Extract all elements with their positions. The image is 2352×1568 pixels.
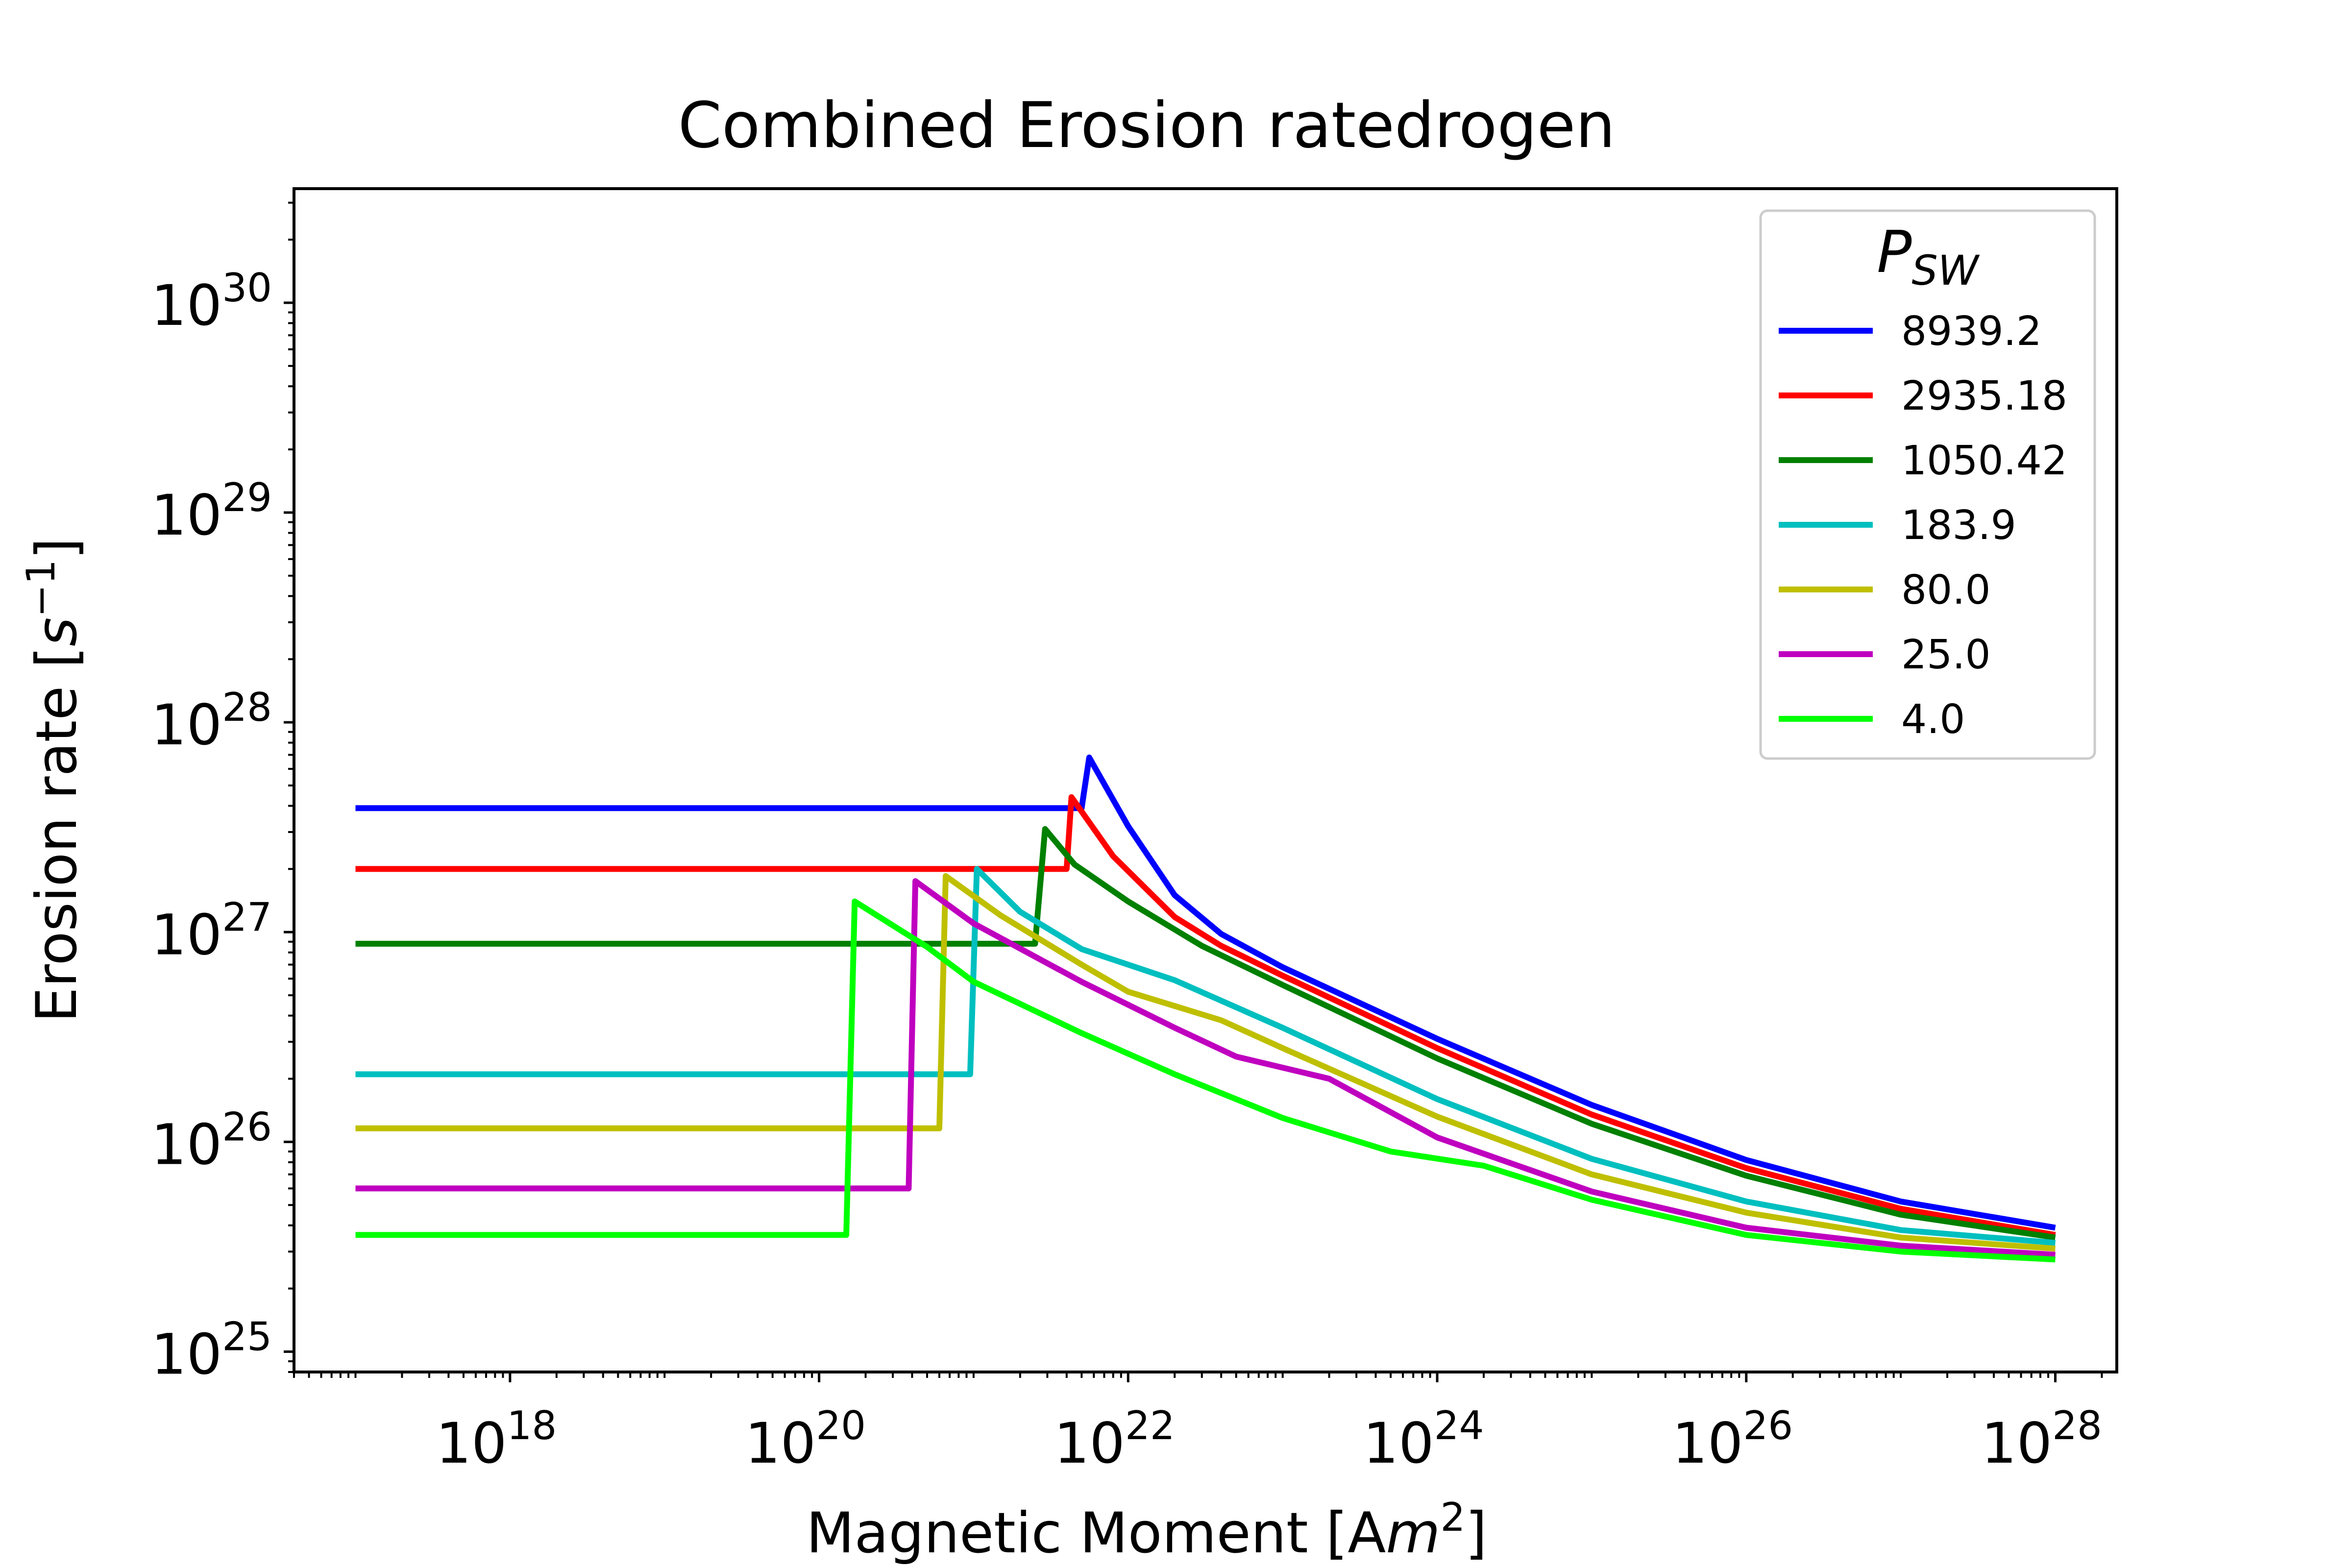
x-tick-label: 1020 [745, 1403, 866, 1476]
x-axis-label: Magnetic Moment [Am2] [806, 1494, 1487, 1566]
x-tick-label: 1024 [1363, 1403, 1484, 1476]
legend-box [1759, 209, 2096, 760]
plot-area-frame [293, 187, 2118, 1373]
series-line-2 [355, 826, 2056, 1241]
x-axis-ticks: 1018 1020 1022 1024 1026 1028 [293, 1372, 2103, 1476]
legend-title: PSW [1877, 218, 1980, 294]
chart-title: Combined Erosion ratedrogen [678, 89, 1616, 162]
legend-label-0: 8939.2 [1901, 308, 2042, 355]
series-line-4 [355, 873, 2056, 1252]
legend-label-4: 80.0 [1901, 567, 1991, 613]
legend-label-2: 1050.42 [1901, 438, 2067, 484]
series-line-5 [355, 878, 2056, 1258]
x-tick-label: 1026 [1672, 1403, 1793, 1476]
x-tick-label: 1028 [1981, 1403, 2102, 1476]
x-tick-label: 1018 [436, 1403, 557, 1476]
y-tick-label: 1029 [151, 475, 272, 548]
legend-entries: 8939.2 2935.18 1050.42 183.9 80.0 25.0 4.0 [1779, 308, 2067, 743]
legend: PSW 8939.2 2935.18 1050.42 183.9 80.0 25.0 4.0 [1759, 209, 2096, 760]
series-line-6 [355, 898, 2056, 1263]
series-line-3 [355, 866, 2056, 1246]
y-tick-label: 1025 [151, 1314, 272, 1387]
y-tick-label: 1026 [151, 1104, 272, 1177]
series-line-0 [355, 754, 2056, 1231]
plot-series-group [355, 754, 2056, 1263]
legend-label-6: 4.0 [1901, 696, 1965, 743]
series-line-1 [355, 794, 2056, 1238]
legend-label-3: 183.9 [1901, 502, 2016, 549]
y-tick-label: 1030 [151, 265, 272, 338]
y-tick-label: 1028 [151, 685, 272, 758]
legend-label-5: 25.0 [1901, 632, 1991, 678]
y-tick-label: 1027 [151, 894, 272, 967]
legend-label-1: 2935.18 [1901, 373, 2067, 419]
x-tick-label: 1022 [1054, 1403, 1175, 1476]
y-axis-label: Erosion rate [s−1] [18, 538, 89, 1023]
